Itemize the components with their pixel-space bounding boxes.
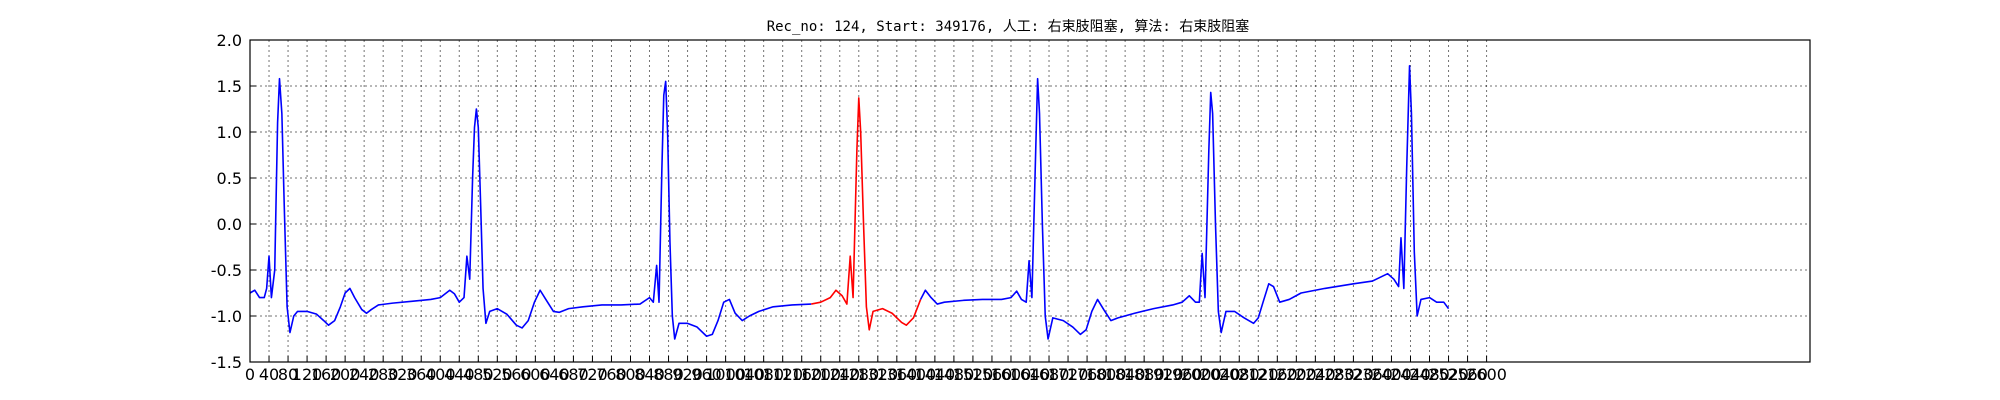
x-tick-label: 560 — [501, 365, 532, 384]
y-tick-label: 2.0 — [217, 31, 242, 50]
x-tick-label: 600 — [520, 365, 551, 384]
x-tick-label: 400 — [425, 365, 456, 384]
x-tick-label: 80 — [278, 365, 298, 384]
x-tick-label: 240 — [349, 365, 380, 384]
x-tick-label: 1680 — [1029, 365, 1070, 384]
x-tick-label: 440 — [444, 365, 475, 384]
x-tick-label: 1360 — [876, 365, 917, 384]
x-tick-label: 840 — [634, 365, 665, 384]
x-tick-label: 520 — [482, 365, 513, 384]
x-tick-label: 640 — [539, 365, 570, 384]
series-layer — [249, 64, 1450, 340]
x-tick-label: 1320 — [857, 365, 898, 384]
x-tick-label: 280 — [368, 365, 399, 384]
x-tick-label: 1640 — [1010, 365, 1051, 384]
x-tick-label: 1200 — [800, 365, 841, 384]
y-tick-label: 1.0 — [217, 123, 242, 142]
x-tick-label: 40 — [259, 365, 279, 384]
x-tick-label: 1760 — [1067, 365, 1108, 384]
x-tick-label: 2440 — [1390, 365, 1431, 384]
y-tick-label: -1.5 — [211, 353, 242, 372]
x-tick-label: 2480 — [1409, 365, 1450, 384]
x-tick-label: 1080 — [743, 365, 784, 384]
y-tick-label: 0.5 — [217, 169, 242, 188]
x-tick-label: 2040 — [1200, 365, 1241, 384]
x-tick-label: 2400 — [1371, 365, 1412, 384]
x-tick-label: 1280 — [838, 365, 879, 384]
x-tick-label: 1440 — [915, 365, 956, 384]
grid-layer — [249, 39, 1810, 363]
x-tick-label: 160 — [311, 365, 342, 384]
x-tick-label: 1560 — [972, 365, 1013, 384]
x-tick-label: 760 — [596, 365, 627, 384]
ecg-trace-segment-1 — [249, 77, 812, 340]
chart-title: Rec_no: 124, Start: 349176, 人工: 右束肢阻塞, 算… — [767, 18, 1250, 35]
x-tick-label: 2080 — [1219, 365, 1260, 384]
x-tick-label: 1800 — [1086, 365, 1127, 384]
x-tick-label: 480 — [463, 365, 494, 384]
x-tick-label: 2160 — [1257, 365, 1298, 384]
x-tick-label: 320 — [387, 365, 418, 384]
x-axis: 0 408012016020024028032036040044048052056… — [245, 356, 1507, 384]
x-tick-label: 0 — [245, 365, 255, 384]
x-tick-label: 1480 — [934, 365, 975, 384]
x-tick-label: 1720 — [1048, 365, 1089, 384]
x-tick-label: 200 — [330, 365, 361, 384]
x-tick-label: 120 — [292, 365, 323, 384]
x-tick-label: 1600 — [991, 365, 1032, 384]
x-tick-label: 1960 — [1162, 365, 1203, 384]
x-tick-label: 2280 — [1314, 365, 1355, 384]
x-tick-label: 2520 — [1428, 365, 1469, 384]
x-tick-label: 1400 — [895, 365, 936, 384]
y-tick-label: 0.0 — [217, 215, 242, 234]
x-tick-label: 1040 — [724, 365, 765, 384]
x-tick-label: 1120 — [762, 365, 803, 384]
x-tick-label: 2320 — [1333, 365, 1374, 384]
x-tick-label: 1880 — [1124, 365, 1165, 384]
x-tick-label: 360 — [406, 365, 437, 384]
x-tick-label: 880 — [653, 365, 684, 384]
x-tick-label: 2600 — [1466, 365, 1507, 384]
x-tick-label: 2240 — [1295, 365, 1336, 384]
ecg-trace-segment-2 — [811, 97, 922, 331]
x-tick-label: 1920 — [1143, 365, 1184, 384]
y-tick-label: -1.0 — [211, 307, 242, 326]
x-tick-label: 1840 — [1105, 365, 1146, 384]
x-tick-label: 1160 — [781, 365, 822, 384]
x-tick-label: 1000 — [705, 365, 746, 384]
y-tick-label: -0.5 — [211, 261, 242, 280]
x-tick-label: 2000 — [1181, 365, 1222, 384]
x-tick-label: 800 — [615, 365, 646, 384]
x-tick-label: 1240 — [819, 365, 860, 384]
ecg-trace-segment-3 — [919, 64, 1450, 340]
x-tick-label: 720 — [577, 365, 608, 384]
x-tick-label: 2560 — [1447, 365, 1488, 384]
x-tick-label: 680 — [558, 365, 589, 384]
x-tick-label: 1520 — [953, 365, 994, 384]
x-tick-label: 2120 — [1238, 365, 1279, 384]
y-tick-label: 1.5 — [217, 77, 242, 96]
y-axis: -1.5 -1.0 -0.5 0.0 0.5 1.0 1.5 2.0 — [211, 31, 256, 372]
x-tick-label: 2360 — [1352, 365, 1393, 384]
x-tick-label: 2200 — [1276, 365, 1317, 384]
x-tick-label: 920 — [672, 365, 703, 384]
x-tick-label: 960 — [691, 365, 722, 384]
